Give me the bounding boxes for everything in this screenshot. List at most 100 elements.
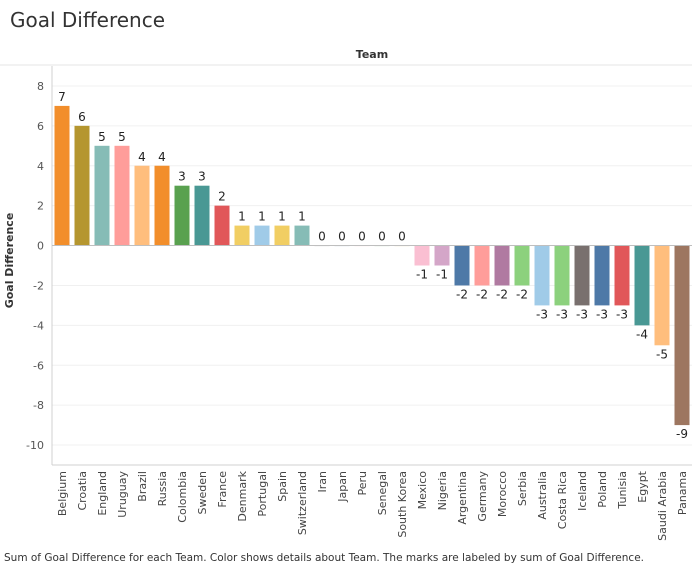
category-label: Nigeria — [436, 471, 449, 510]
category-label: Iran — [316, 471, 329, 493]
bar — [594, 245, 610, 306]
data-label: 3 — [198, 170, 206, 184]
data-label: -2 — [476, 287, 488, 301]
data-label: 5 — [98, 130, 106, 144]
category-label: England — [96, 471, 109, 516]
category-label: Colombia — [176, 471, 189, 523]
category-label: Peru — [356, 471, 369, 496]
data-label: 0 — [358, 230, 366, 244]
data-label: -2 — [516, 287, 528, 301]
data-label: 1 — [238, 210, 246, 224]
y-tick-label: -2 — [33, 279, 44, 292]
bar — [654, 245, 670, 346]
category-label: Belgium — [56, 471, 69, 516]
category-label: Iceland — [576, 471, 589, 511]
category-label: Sweden — [196, 471, 209, 514]
y-tick-label: -6 — [33, 359, 44, 372]
bar — [54, 105, 70, 246]
category-label: Panama — [676, 471, 689, 515]
bar — [154, 165, 170, 246]
data-label: -1 — [436, 268, 448, 282]
y-tick-label: 8 — [37, 80, 44, 93]
category-label: Saudi Arabia — [656, 471, 669, 541]
data-label: -2 — [496, 287, 508, 301]
y-axis-label: Goal Difference — [3, 213, 16, 309]
category-label: Croatia — [76, 471, 89, 511]
data-label: 0 — [318, 230, 326, 244]
data-label: 4 — [158, 150, 166, 164]
bar — [494, 245, 510, 286]
bar — [514, 245, 530, 286]
y-tick-label: 0 — [37, 240, 44, 253]
category-label: Serbia — [516, 471, 529, 506]
data-label: 3 — [178, 170, 186, 184]
chart-title: Goal Difference — [10, 8, 166, 32]
data-label: -5 — [656, 347, 668, 361]
data-label: -9 — [676, 427, 688, 441]
column-header: Team — [356, 48, 388, 61]
category-label: Germany — [476, 471, 489, 522]
data-label: 7 — [58, 90, 66, 104]
data-label: 1 — [298, 210, 306, 224]
chart-caption: Sum of Goal Difference for each Team. Co… — [4, 552, 644, 564]
category-label: Mexico — [416, 471, 429, 510]
data-label: -3 — [616, 307, 628, 321]
bar — [114, 145, 130, 246]
bar — [434, 245, 450, 266]
category-label: Tunisia — [616, 471, 629, 510]
bar — [474, 245, 490, 286]
data-label: -3 — [596, 307, 608, 321]
bar — [74, 125, 90, 246]
y-tick-label: 4 — [37, 160, 44, 173]
data-label: -3 — [536, 307, 548, 321]
category-label: Australia — [536, 471, 549, 520]
data-label: -3 — [556, 307, 568, 321]
data-label: 2 — [218, 190, 226, 204]
data-label: 1 — [258, 210, 266, 224]
category-label: Uruguay — [116, 471, 129, 518]
category-label: Senegal — [376, 471, 389, 515]
category-label: Morocco — [496, 471, 509, 517]
bar — [194, 185, 210, 246]
bar — [94, 145, 110, 246]
category-label: Denmark — [236, 470, 249, 521]
bar — [254, 225, 270, 246]
category-label: Egypt — [636, 470, 649, 502]
y-tick-label: 6 — [37, 120, 44, 133]
bar — [634, 245, 650, 326]
bar — [234, 225, 250, 246]
data-label: 5 — [118, 130, 126, 144]
y-tick-label: -10 — [26, 439, 44, 452]
bar — [574, 245, 590, 306]
data-label: 0 — [338, 230, 346, 244]
bar — [614, 245, 630, 306]
data-label: 1 — [278, 210, 286, 224]
category-label: Brazil — [136, 471, 149, 502]
bar — [274, 225, 290, 246]
bar — [214, 205, 230, 246]
data-label: 4 — [138, 150, 146, 164]
category-label: Costa Rica — [556, 471, 569, 529]
bar — [294, 225, 310, 246]
bar — [554, 245, 570, 306]
category-label: Russia — [156, 471, 169, 506]
y-tick-label: -4 — [33, 319, 44, 332]
bar — [134, 165, 150, 246]
category-label: Spain — [276, 471, 289, 502]
data-label: -2 — [456, 287, 468, 301]
bar — [414, 245, 430, 266]
data-label: 6 — [78, 110, 86, 124]
bar — [454, 245, 470, 286]
data-label: -4 — [636, 327, 648, 341]
bar — [174, 185, 190, 246]
category-label: Argentina — [456, 471, 469, 525]
category-label: France — [216, 471, 229, 508]
category-label: Switzerland — [296, 471, 309, 535]
category-label: Japan — [336, 471, 349, 503]
bar — [534, 245, 550, 306]
data-label: 0 — [378, 230, 386, 244]
y-tick-label: -8 — [33, 399, 44, 412]
data-label: -1 — [416, 268, 428, 282]
y-tick-label: 2 — [37, 200, 44, 213]
